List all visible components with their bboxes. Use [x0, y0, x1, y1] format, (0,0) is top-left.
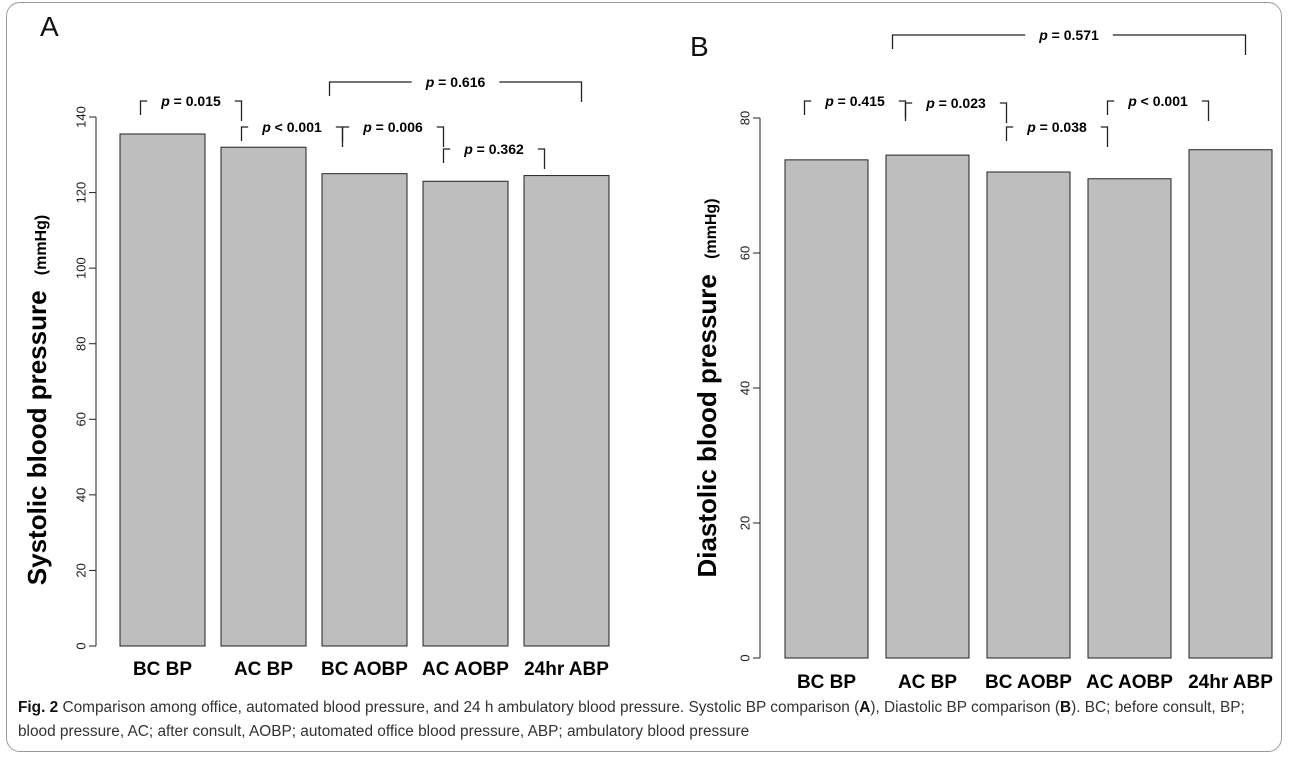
plot-area-b: 0 20 40 60 80 BC BP AC BP BC AOBP AC AOBP 24hr AB… [737, 27, 1273, 693]
y-tick-label-a: 120 [73, 182, 88, 204]
y-tick-label-b: 40 [737, 381, 752, 395]
significance-bracket-a [442, 148, 546, 169]
significance-bracket-b [891, 34, 1247, 55]
bar-a [119, 133, 206, 647]
y-tick-label-a: 140 [73, 106, 88, 128]
category-label-b: BC AOBP [985, 672, 1072, 693]
p-value-label-b: p = 0.415 [824, 93, 885, 109]
panel-a: A Systolic blood pressure (mmHg) 0 20 40 60… [22, 11, 610, 680]
significance-bracket-b [904, 102, 1008, 123]
significance-bracket-b [1106, 100, 1210, 121]
significance-bracket-a [139, 100, 243, 121]
bar-a [321, 173, 408, 647]
bar-b [1087, 178, 1172, 659]
panel-letter-a: A [40, 11, 59, 42]
y-axis-label-a: Systolic blood pressure [22, 290, 52, 585]
figure-canvas: A Systolic blood pressure (mmHg) 0 20 40 60… [22, 11, 1273, 693]
p-value-label-b: p = 0.571 [1038, 27, 1099, 43]
p-value-label-a: p = 0.015 [160, 93, 221, 109]
caption-label: Fig. 2 [18, 699, 59, 716]
y-tick-label-a: 20 [73, 563, 88, 577]
bar-b [986, 171, 1071, 659]
p-value-label-a: p = 0.006 [362, 119, 423, 135]
y-axis-label-b: Diastolic blood pressure [692, 274, 722, 577]
bar-b [784, 159, 869, 659]
y-tick-label-b: 20 [737, 516, 752, 530]
category-label-b: BC BP [797, 672, 856, 693]
bar-b [885, 154, 970, 659]
caption-text-1: Comparison among office, automated blood… [58, 699, 860, 716]
bar-a [220, 146, 307, 647]
category-label-b: AC BP [898, 672, 957, 693]
p-value-label-a: p = 0.616 [425, 74, 486, 90]
y-tick-label-a: 100 [73, 257, 88, 279]
caption-bold-b: B [1059, 699, 1072, 716]
category-label-a: AC AOBP [422, 659, 509, 680]
y-tick-label-a: 40 [73, 488, 88, 502]
caption-text-3: ). BC; before consult, BP; blood pressur… [18, 699, 1245, 740]
bar-a [523, 175, 610, 647]
significance-bracket-a [341, 126, 445, 147]
p-value-label-b: p = 0.023 [925, 95, 986, 111]
svg-text:Diastolic blood pressure: Diastolic blood pressure (mmHg) [692, 198, 722, 577]
svg-text:Systolic blood pressure: Systolic blood pressure (mmHg) [22, 215, 52, 585]
category-label-b: 24hr ABP [1188, 672, 1273, 693]
panel-letter-b: B [690, 31, 709, 62]
y-axis-unit-a: (mmHg) [33, 215, 50, 275]
y-axis-title-b: Diastolic blood pressure (mmHg) [692, 198, 722, 577]
figure-caption: Fig. 2 Comparison among office, automate… [18, 696, 1273, 744]
p-value-label-a: p < 0.001 [261, 119, 322, 135]
significance-bracket-a [328, 81, 583, 102]
y-tick-label-a: 60 [73, 412, 88, 426]
category-label-a: 24hr ABP [524, 659, 609, 680]
y-tick-label-a: 0 [73, 642, 88, 649]
p-value-label-a: p = 0.362 [463, 141, 524, 157]
p-value-label-b: p < 0.001 [1127, 93, 1188, 109]
p-value-label-b: p = 0.038 [1026, 119, 1087, 135]
category-label-a: BC BP [133, 659, 192, 680]
caption-text-2: ), Diastolic BP comparison ( [870, 699, 1060, 716]
bar-b [1188, 149, 1273, 659]
y-axis-title-a: Systolic blood pressure (mmHg) [22, 215, 52, 585]
significance-bracket-b [1005, 126, 1109, 147]
category-label-a: BC AOBP [321, 659, 408, 680]
y-axis-unit-b: (mmHg) [703, 198, 720, 258]
y-tick-label-a: 80 [73, 336, 88, 350]
y-tick-label-b: 80 [737, 111, 752, 125]
y-tick-label-b: 60 [737, 246, 752, 260]
category-label-a: AC BP [234, 659, 293, 680]
caption-bold-a: A [859, 699, 871, 716]
category-label-b: AC AOBP [1086, 672, 1173, 693]
plot-area-a: 0 20 40 60 80 100 120 140 BC BP AC BP BC AOBP AC AO… [73, 74, 610, 680]
bar-a [422, 180, 509, 647]
y-tick-label-b: 0 [737, 654, 752, 661]
panel-b: B Diastolic blood pressure (mmHg) 0 20 40 6… [690, 27, 1273, 693]
